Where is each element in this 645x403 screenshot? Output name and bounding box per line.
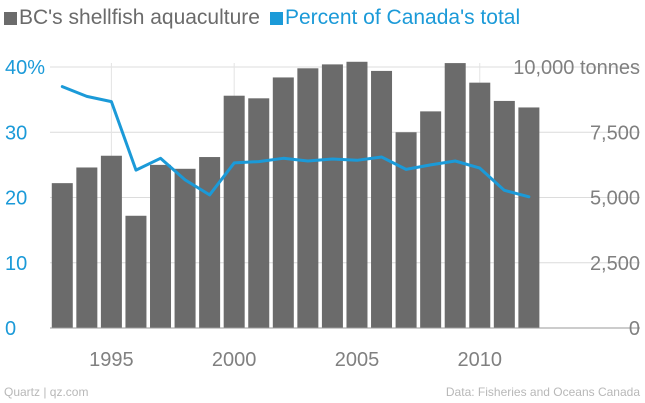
legend-swatch-production	[4, 11, 17, 25]
bar	[420, 111, 442, 329]
x-axis-tick-label: 2010	[458, 349, 503, 371]
bar	[199, 157, 221, 328]
bar	[248, 98, 270, 328]
bar	[371, 70, 393, 328]
bar	[51, 183, 73, 328]
chart-legend: BC's shellfish aquaculture Percent of Ca…	[4, 5, 530, 31]
bar	[100, 155, 122, 328]
right-axis-tick-label: 7,500	[590, 122, 640, 144]
bar	[150, 164, 172, 328]
x-axis-tick-label: 1995	[89, 349, 134, 371]
source-credit: Quartz | qz.com	[4, 385, 89, 399]
left-axis-tick-label: 10	[5, 253, 27, 275]
bar	[76, 167, 98, 328]
legend-item-production: BC's shellfish aquaculture	[4, 6, 260, 30]
bar	[518, 107, 540, 328]
bar	[223, 95, 245, 329]
legend-item-percent: Percent of Canada's total	[269, 6, 521, 30]
x-axis-tick-label: 2005	[335, 349, 380, 371]
right-axis-tick-label: 10,000 tonnes	[513, 57, 640, 79]
bar	[125, 215, 147, 328]
legend-label-production: BC's shellfish aquaculture	[19, 6, 260, 29]
bar	[321, 64, 343, 328]
bar	[272, 77, 294, 328]
legend-label-percent: Percent of Canada's total	[284, 6, 521, 29]
bar	[469, 82, 491, 328]
legend-swatch-percent	[269, 11, 283, 25]
left-axis-tick-label: 20	[5, 188, 27, 210]
bar	[174, 168, 196, 328]
left-axis-tick-label: 30	[5, 122, 27, 144]
bar	[493, 100, 515, 329]
left-axis-tick-label: 0	[5, 318, 16, 340]
right-axis-tick-label: 5,000	[590, 188, 640, 210]
bar	[395, 132, 417, 328]
data-source: Data: Fisheries and Oceans Canada	[445, 385, 640, 399]
right-axis-tick-label: 0	[629, 318, 640, 340]
left-axis-tick-label: 40%	[5, 57, 45, 79]
right-axis-tick-label: 2,500	[590, 253, 640, 275]
bar	[297, 68, 319, 329]
bar	[444, 63, 466, 329]
x-axis-tick-label: 2000	[212, 349, 257, 371]
percent-line	[60, 85, 531, 199]
bar	[346, 61, 368, 328]
